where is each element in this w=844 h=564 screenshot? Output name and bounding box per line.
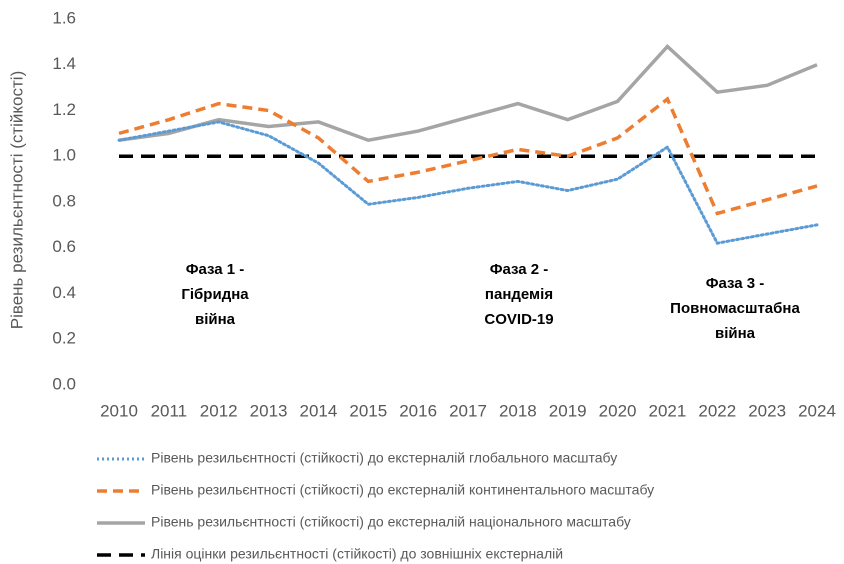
legend-label: Рівень резильєнтності (стійкості) до екс… (151, 482, 654, 498)
x-tick-label: 2013 (250, 401, 288, 420)
y-tick-label: 0.8 (52, 191, 76, 210)
x-tick-label: 2021 (649, 401, 687, 420)
annotation: Фаза 3 - (706, 275, 765, 292)
x-tick-label: 2018 (499, 401, 537, 420)
annotation: Фаза 1 - (186, 261, 245, 278)
legend-label: Рівень резильєнтності (стійкості) до екс… (151, 450, 617, 466)
series-line (118, 43, 818, 143)
annotation: пандемія (485, 286, 553, 303)
y-tick-label: 0.0 (52, 374, 76, 393)
x-tick-label: 2011 (151, 401, 188, 420)
y-tick-label: 1.2 (52, 100, 76, 119)
x-tick-label: 2014 (300, 401, 338, 420)
x-tick-label: 2017 (449, 401, 487, 420)
y-axis-label: Рівень резильєнтності (стійкості) (7, 71, 26, 330)
y-tick-label: 0.2 (52, 329, 76, 348)
x-tick-label: 2022 (698, 401, 736, 420)
annotation: війна (195, 311, 236, 328)
y-tick-label: 1.4 (52, 54, 76, 73)
x-tick-label: 2020 (599, 401, 637, 420)
y-tick-label: 0.6 (52, 237, 76, 256)
annotation: Фаза 2 - (490, 261, 549, 278)
x-tick-label: 2024 (798, 401, 836, 420)
y-tick-label: 0.4 (52, 283, 76, 302)
annotation: війна (715, 325, 756, 342)
x-tick-label: 2012 (200, 401, 238, 420)
legend-label: Рівень резильєнтності (стійкості) до екс… (151, 514, 631, 530)
legend-label: Лінія оцінки резильєнтності (стійкості) … (151, 546, 563, 562)
x-tick-label: 2016 (399, 401, 437, 420)
annotation: COVID-19 (484, 311, 553, 328)
x-tick-label: 2015 (349, 401, 387, 420)
series-line (117, 120, 819, 245)
y-tick-label: 1.0 (52, 146, 76, 165)
y-tick-label: 1.6 (52, 8, 76, 27)
annotation: Повномасштабна (670, 300, 800, 317)
series-line (118, 96, 818, 216)
x-tick-label: 2019 (549, 401, 587, 420)
x-tick-label: 2010 (100, 401, 138, 420)
annotation: Гібридна (181, 286, 249, 303)
x-tick-label: 2023 (748, 401, 786, 420)
